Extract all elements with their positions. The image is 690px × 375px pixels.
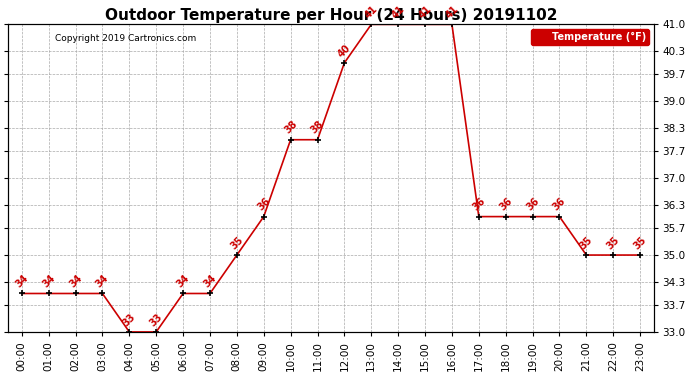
Text: 41: 41 bbox=[417, 4, 433, 21]
Text: 35: 35 bbox=[605, 235, 622, 251]
Title: Outdoor Temperature per Hour (24 Hours) 20191102: Outdoor Temperature per Hour (24 Hours) … bbox=[105, 8, 558, 23]
Text: 38: 38 bbox=[309, 119, 326, 136]
Text: 38: 38 bbox=[282, 119, 299, 136]
Text: 34: 34 bbox=[175, 273, 191, 290]
Text: 36: 36 bbox=[471, 196, 487, 213]
Text: 41: 41 bbox=[390, 4, 406, 21]
Text: 35: 35 bbox=[578, 235, 595, 251]
Text: 35: 35 bbox=[632, 235, 649, 251]
Text: 36: 36 bbox=[551, 196, 568, 213]
Text: 34: 34 bbox=[201, 273, 218, 290]
Text: 34: 34 bbox=[94, 273, 110, 290]
Text: 40: 40 bbox=[336, 42, 353, 59]
Text: 34: 34 bbox=[67, 273, 84, 290]
Text: 33: 33 bbox=[148, 312, 164, 328]
Text: 36: 36 bbox=[255, 196, 272, 213]
Text: 41: 41 bbox=[363, 4, 380, 21]
Text: 34: 34 bbox=[40, 273, 57, 290]
Text: 36: 36 bbox=[497, 196, 514, 213]
Text: 36: 36 bbox=[524, 196, 541, 213]
Text: 41: 41 bbox=[444, 4, 460, 21]
Text: 33: 33 bbox=[121, 312, 137, 328]
Text: 35: 35 bbox=[228, 235, 245, 251]
Legend: Temperature (°F): Temperature (°F) bbox=[531, 29, 649, 45]
Text: 34: 34 bbox=[14, 273, 30, 290]
Text: Copyright 2019 Cartronics.com: Copyright 2019 Cartronics.com bbox=[55, 34, 197, 43]
